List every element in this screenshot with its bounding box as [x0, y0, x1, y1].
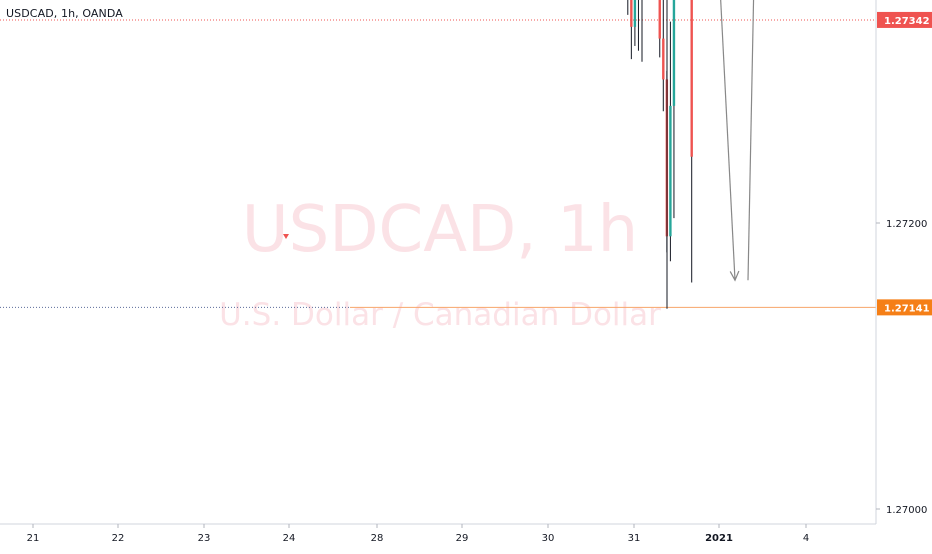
x-tick-label: 31: [628, 533, 641, 544]
x-tick-label: 24: [283, 533, 296, 544]
candle-body: [633, 0, 637, 27]
watermark-symbol: USDCAD, 1h: [242, 193, 638, 267]
projection-arrow-line: [747, 0, 755, 281]
price-label-text: 1.27342: [884, 16, 930, 27]
x-tick-label: 30: [542, 533, 555, 544]
levels-layer: [0, 19, 876, 308]
candle-body: [630, 0, 633, 27]
x-tick-label: 28: [371, 533, 384, 544]
chart-header-symbol: USDCAD, 1h, OANDA: [6, 7, 123, 20]
x-tick-label: 2021: [705, 533, 733, 544]
candle-body: [662, 38, 665, 80]
price-label-box: [877, 11, 932, 28]
projection-arrows: [720, 0, 755, 282]
time-axis[interactable]: 21 22 23 24 28 29 30 31 2021 4: [0, 523, 876, 544]
x-tick-label: 22: [112, 533, 125, 544]
candle-body: [669, 105, 672, 237]
candle-body: [658, 0, 661, 39]
x-tick-label: 29: [456, 533, 469, 544]
candle-body: [672, 0, 676, 106]
x-tick-label: 23: [198, 533, 211, 544]
price-axis[interactable]: 1.298001.296001.294001.292001.290001.288…: [875, 0, 927, 524]
watermark-layer: USDCAD, 1h U.S. Dollar / Canadian Dollar: [219, 193, 661, 333]
signal-marker: [283, 234, 289, 239]
watermark-description: U.S. Dollar / Canadian Dollar: [219, 297, 661, 333]
candles-layer: [283, 0, 693, 309]
projection-arrow-head: [729, 270, 740, 282]
price-label-text: 1.27141: [884, 303, 930, 314]
y-tick-label: 1.27200: [886, 219, 927, 230]
y-tick-label: 1.27000: [886, 505, 927, 516]
x-tick-label: 4: [803, 533, 809, 544]
projection-arrow-line: [720, 0, 736, 281]
candle-body: [690, 0, 693, 157]
price-label-box: [877, 299, 932, 316]
x-tick-label: 21: [27, 533, 40, 544]
